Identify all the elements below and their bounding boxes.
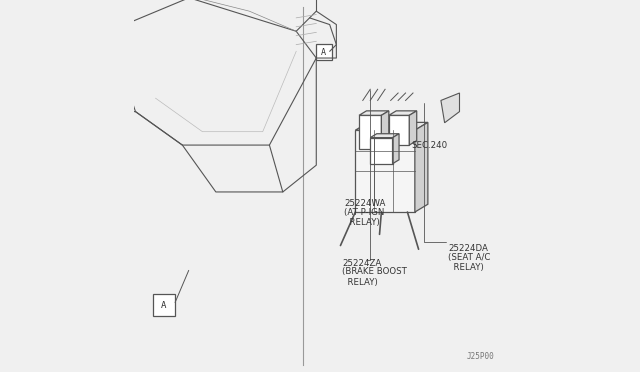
Polygon shape [370,138,392,164]
FancyBboxPatch shape [153,294,175,316]
Polygon shape [355,130,415,212]
Polygon shape [441,93,460,123]
Text: 25224ZA: 25224ZA [342,259,381,268]
FancyBboxPatch shape [316,44,332,60]
Polygon shape [355,122,428,130]
Polygon shape [381,111,389,149]
Text: (BRAKE BOOST
  RELAY): (BRAKE BOOST RELAY) [342,267,407,287]
Text: A: A [161,301,166,310]
Text: (SEAT A/C
  RELAY): (SEAT A/C RELAY) [449,253,491,272]
Text: (AT P-IGN
  RELAY): (AT P-IGN RELAY) [344,208,385,227]
Polygon shape [370,134,399,138]
Polygon shape [389,115,410,145]
Text: 25224WA: 25224WA [344,199,385,208]
Text: A: A [321,48,326,57]
Polygon shape [392,134,399,164]
Text: SEC.240: SEC.240 [411,141,447,150]
Polygon shape [389,111,417,115]
Polygon shape [359,111,389,115]
Text: 25224DA: 25224DA [449,244,488,253]
Polygon shape [410,111,417,145]
Polygon shape [415,122,428,212]
Polygon shape [359,115,381,149]
Text: J25P00: J25P00 [467,352,495,361]
